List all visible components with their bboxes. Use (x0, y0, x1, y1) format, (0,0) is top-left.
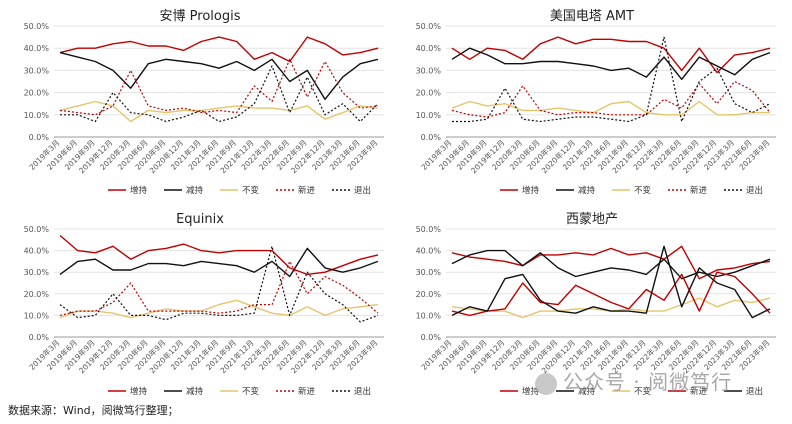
wechat-logo-icon (535, 372, 557, 395)
y-tick-label: 30.0% (416, 66, 442, 75)
watermark: 公众号 · 阅微笃行 (535, 366, 732, 395)
series-line-增持 (451, 245, 771, 280)
series-line-不变 (451, 100, 770, 116)
series-line-不变 (451, 297, 771, 319)
legend-label: 不变 (242, 386, 260, 397)
charts-canvas: 安博 Prologis 0.0% 10.0% 20.0% 30.0% 40.0% 50.0%… (24, 9, 776, 397)
y-tick-label: 30.0% (416, 268, 442, 277)
y-tick-label: 20.0% (24, 290, 50, 299)
y-tick-label: 40.0% (416, 44, 442, 53)
y-tick-label: 10.0% (24, 311, 50, 320)
y-tick-label: 40.0% (24, 247, 50, 256)
legend-label: 减持 (186, 185, 204, 196)
series-line-增持 (451, 36, 771, 74)
y-tick-label: 10.0% (24, 111, 50, 120)
series-line-增持 (59, 234, 379, 276)
y-tick-label: 20.0% (416, 89, 442, 98)
series-line-新进 (59, 260, 379, 316)
y-tick-label: 20.0% (416, 290, 442, 299)
legend-label: 退出 (746, 386, 763, 397)
y-tick-label: 20.0% (24, 89, 50, 98)
series-line-退出 (451, 245, 771, 319)
chart-panel-3: Equinix0.0%10.0%20.0%30.0%40.0%50.0%2019… (24, 212, 384, 397)
chart-panel-2: 美国电塔 AMT0.0%10.0%20.0%30.0%40.0%50.0%201… (416, 9, 776, 196)
y-tick-label: 10.0% (416, 311, 442, 320)
series-line-退出 (60, 65, 379, 123)
legend-label: 不变 (634, 386, 652, 397)
chart-panel-1: 安博 Prologis 0.0% 10.0% 20.0% 30.0% 40.0% 50.0%… (24, 9, 384, 196)
legend-label: 新进 (298, 386, 316, 397)
legend-label: 增持 (130, 185, 148, 196)
legend-label: 增持 (522, 386, 540, 397)
legend-label: 退出 (354, 185, 371, 196)
series-line-增持 (59, 36, 379, 63)
y-tick-label: 0.0% (29, 333, 50, 342)
chart-title: 美国电塔 AMT (550, 9, 634, 24)
legend-label: 增持 (522, 185, 540, 196)
series-line-减持 (451, 47, 771, 81)
y-tick-label: 0.0% (29, 133, 50, 142)
chart-title: Equinix (176, 212, 224, 227)
legend-label: 新进 (690, 386, 708, 397)
y-tick-label: 40.0% (24, 44, 50, 53)
legend-label: 减持 (578, 185, 596, 196)
chart-title: 西蒙地产 (566, 212, 618, 227)
y-tick-label: 50.0% (24, 22, 50, 31)
legend-label: 新进 (298, 185, 316, 196)
y-tick-label: 50.0% (416, 225, 442, 234)
legend-label: 不变 (242, 185, 260, 196)
series-line-退出 (59, 245, 379, 323)
y-tick-label: 30.0% (24, 66, 50, 75)
series-line-减持 (59, 51, 379, 101)
source-note: 数据来源：Wind，阅微笃行整理； (8, 404, 179, 417)
chart-title: 安博 Prologis (160, 9, 241, 24)
series-line-退出 (452, 36, 771, 123)
legend-label: 增持 (130, 386, 148, 397)
legend-label: 退出 (746, 185, 763, 196)
series-line-不变 (59, 299, 379, 319)
y-tick-label: 40.0% (416, 247, 442, 256)
legend-label: 减持 (186, 386, 204, 397)
series-line-减持 (59, 247, 379, 278)
y-tick-label: 50.0% (416, 22, 442, 31)
series-line-新进 (451, 271, 771, 317)
y-tick-label: 50.0% (24, 225, 50, 234)
series-line-不变 (59, 100, 379, 123)
series-line-新进 (451, 80, 771, 118)
legend-label: 减持 (578, 386, 596, 397)
watermark-text: 公众号 · 阅微笃行 (563, 370, 733, 394)
y-tick-label: 0.0% (421, 333, 442, 342)
legend-label: 新进 (690, 185, 708, 196)
y-tick-label: 30.0% (24, 268, 50, 277)
y-tick-label: 0.0% (421, 133, 442, 142)
y-tick-label: 10.0% (416, 111, 442, 120)
legend-label: 不变 (634, 185, 652, 196)
series-line-减持 (451, 249, 771, 280)
legend-label: 退出 (354, 386, 371, 397)
